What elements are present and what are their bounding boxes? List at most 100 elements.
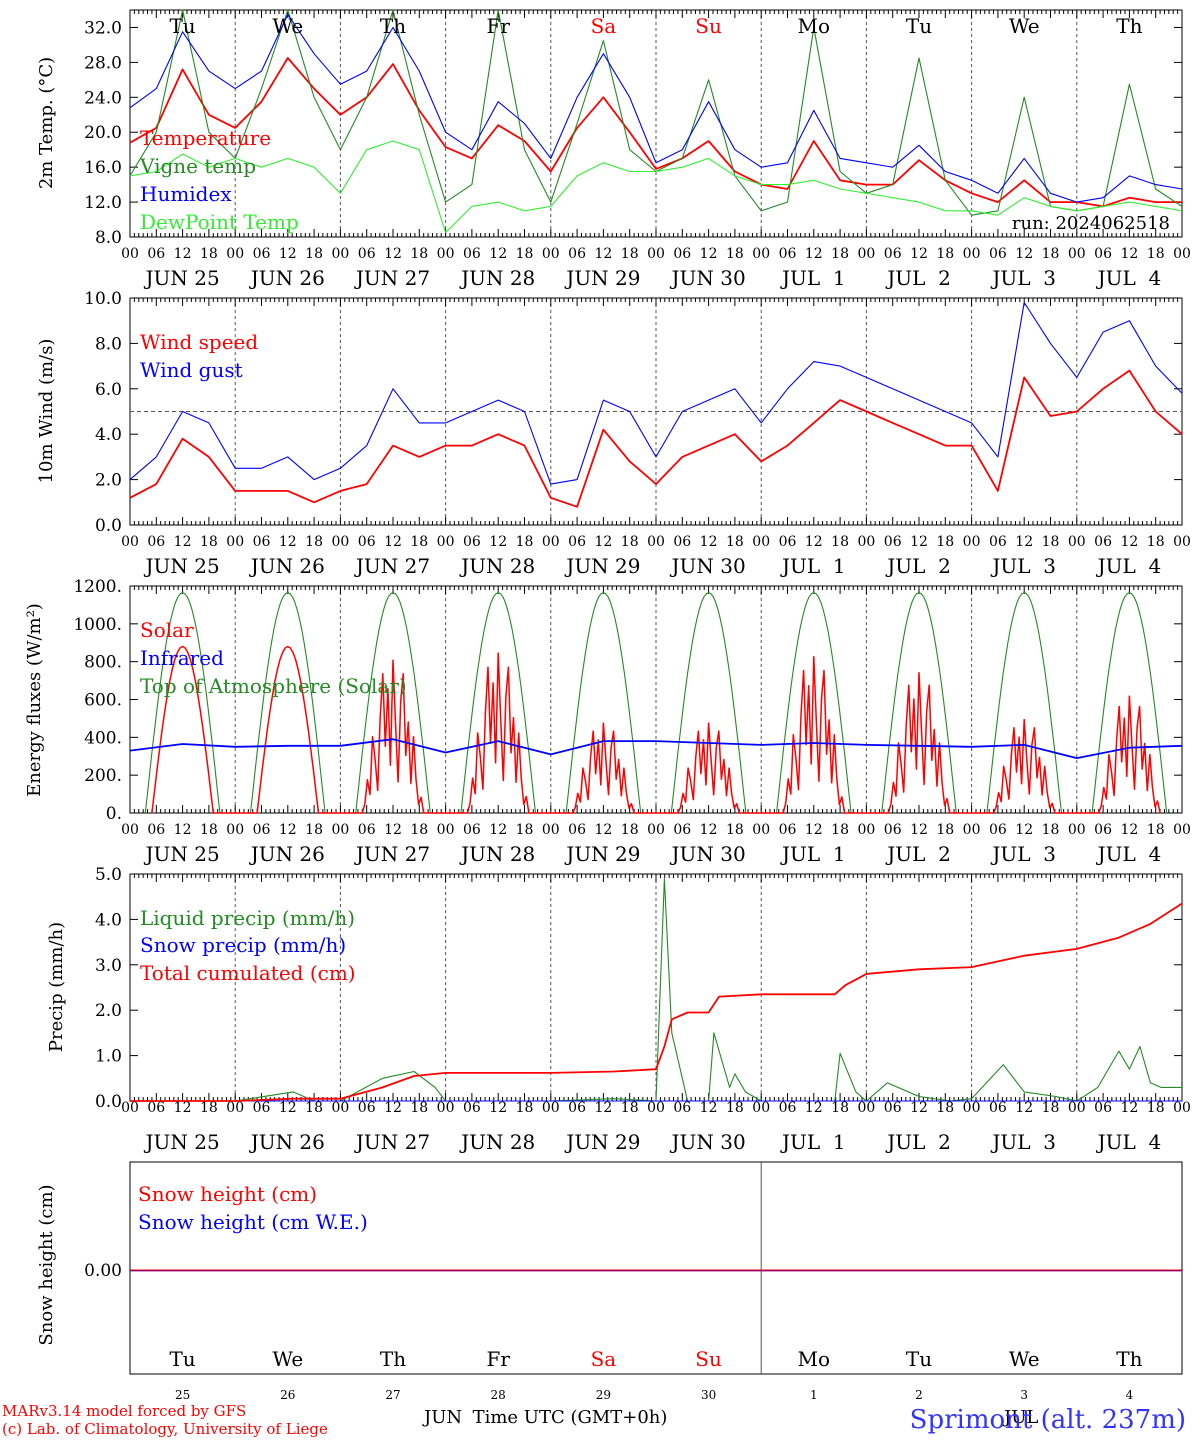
legend-snow-height: Snow height (cm) [138,1182,317,1206]
hour-label: 06 [884,1100,902,1116]
day-number-label: 2 [915,1388,923,1402]
day-number-label: 1 [810,1388,818,1402]
day-label: JUL 1 [780,266,846,290]
hour-label: 06 [989,246,1007,262]
day-label: JUN 26 [249,554,325,578]
hour-label: 00 [331,1100,349,1116]
y-tick-label: 1000. [73,615,122,635]
weekday-label: Fr [486,14,510,38]
hour-label: 18 [516,1100,534,1116]
day-label: JUN 27 [354,554,430,578]
hour-label: 00 [437,246,455,262]
day-label: JUN 27 [354,266,430,290]
day-label: JUN 29 [564,554,640,578]
hour-label: 00 [331,246,349,262]
day-label: JUN 30 [670,842,746,866]
weekday-label: Th [1116,14,1142,38]
hour-label: 18 [726,1100,744,1116]
legend-liquid-precip: Liquid precip (mm/h) [140,906,355,930]
hour-label: 12 [174,822,192,838]
hour-label: 12 [174,246,192,262]
hour-label: 06 [568,1100,586,1116]
y-tick-label: 10.0 [84,289,122,309]
day-label: JUL 4 [1096,1130,1162,1154]
hour-label: 00 [331,822,349,838]
day-label: JUN 30 [670,1130,746,1154]
hour-label: 00 [963,534,981,550]
day-label: JUN 28 [459,266,535,290]
hour-label: 12 [1120,822,1138,838]
hour-label: 00 [1173,534,1191,550]
hour-label: 00 [1173,246,1191,262]
weekday-label: Su [695,1347,722,1371]
hour-label: 18 [621,822,639,838]
hour-label: 06 [147,534,165,550]
hour-label: 06 [884,246,902,262]
hour-label: 18 [621,1100,639,1116]
y-tick-label: 0.0 [95,1092,122,1112]
series-dewpoint-temp [129,140,1183,234]
hour-label: 12 [489,1100,507,1116]
legend-total-cumulated: Total cumulated (cm) [140,961,356,985]
hour-label: 00 [1068,822,1086,838]
y-tick-label: 5.0 [95,865,122,885]
legend-snow-height-we: Snow height (cm W.E.) [138,1210,368,1234]
hour-label: 12 [174,1100,192,1116]
weekday-label: Fr [486,1347,510,1371]
hour-label: 18 [936,246,954,262]
hour-label: 06 [463,822,481,838]
hour-label: 12 [174,534,192,550]
day-label: JUL 4 [1096,266,1162,290]
hour-label: 12 [384,246,402,262]
hour-label: 12 [384,1100,402,1116]
y-tick-label: 16.0 [84,158,122,178]
hour-label: 18 [726,246,744,262]
hour-label: 18 [410,1100,428,1116]
hour-label: 06 [358,246,376,262]
hour-label: 12 [805,822,823,838]
hour-label: 18 [1042,246,1060,262]
hour-label: 12 [1120,246,1138,262]
y-tick-label: 1.0 [95,1047,122,1067]
day-label: JUN 29 [564,266,640,290]
y-tick-label: 400. [84,728,122,748]
y-tick-label: 0.0 [95,516,122,536]
hour-label: 06 [253,1100,271,1116]
hour-label: 12 [1015,1100,1033,1116]
day-label: JUN 25 [144,266,220,290]
day-label: JUN 28 [459,842,535,866]
hour-label: 00 [121,822,139,838]
hour-label: 12 [1015,534,1033,550]
legend-wind-gust: Wind gust [140,358,243,382]
hour-label: 12 [594,1100,612,1116]
day-label: JUN 30 [670,554,746,578]
axis-ticks [129,10,1183,1271]
day-label: JUN 26 [249,842,325,866]
legend-solar: Solar [140,618,194,642]
day-label: JUN 25 [144,842,220,866]
day-label: JUL 4 [1096,842,1162,866]
hour-label: 18 [305,822,323,838]
hour-label: 06 [779,822,797,838]
series-infrared [129,738,1183,759]
hour-label: 00 [857,822,875,838]
hour-label: 06 [1094,246,1112,262]
hour-label: 06 [463,534,481,550]
day-label: JUL 3 [990,554,1056,578]
series-wind-gust [129,301,1183,485]
hour-label: 00 [226,246,244,262]
hour-label: 12 [279,822,297,838]
hour-label: 18 [410,822,428,838]
hour-label: 12 [594,534,612,550]
hour-label: 06 [463,1100,481,1116]
hour-label: 00 [752,1100,770,1116]
series-humidex [129,13,1183,203]
hour-label: 00 [1068,1100,1086,1116]
axis-labels: 00 06 12 18 00 06 12 18 00 06 12 18 00 06 12 18 00 06 12 18… [73,14,1191,1402]
series-wind-speed [129,369,1183,508]
y-tick-label: 3.0 [95,956,122,976]
weekday-label: Th [380,1347,406,1371]
hour-label: 18 [936,534,954,550]
hour-label: 06 [253,534,271,550]
day-number-label: 26 [280,1388,295,1402]
